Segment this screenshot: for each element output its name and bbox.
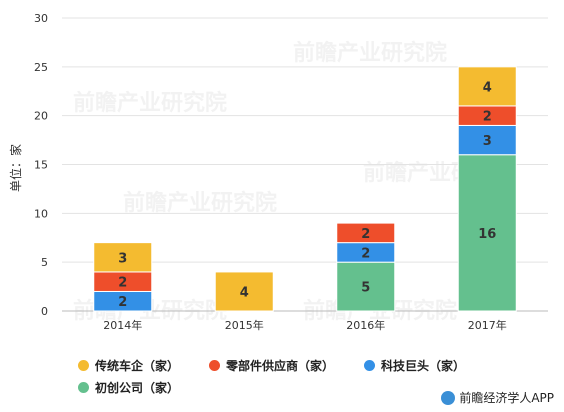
legend-label: 零部件供应商（家） — [226, 358, 335, 373]
x-tick-label: 2015年 — [225, 318, 264, 332]
data-label: 4 — [240, 285, 249, 300]
y-tick-label: 30 — [34, 12, 48, 25]
qianzhan-logo-icon — [441, 390, 456, 405]
data-label: 3 — [483, 134, 492, 149]
data-label: 2 — [483, 110, 492, 125]
x-tick-label: 2016年 — [346, 318, 385, 332]
legend-item-parts-supplier: 零部件供应商（家） — [209, 357, 334, 374]
bar-segment — [336, 222, 396, 244]
source-text: 前瞻经济学人APP — [459, 391, 554, 405]
legend-label: 传统车企（家） — [95, 358, 180, 373]
stacked-bar-chart: 前瞻产业研究院前瞻产业研究院前瞻产业研究院前瞻产业研究院前瞻产业研究院前瞻产业研… — [8, 12, 548, 332]
source-credit: 前瞻经济学人APP — [441, 389, 554, 406]
y-tick-label: 25 — [34, 61, 48, 74]
bars: 2 2 3 4 5 2 2 16 3 2 4 — [93, 66, 517, 312]
data-label: 2 — [361, 246, 370, 261]
legend-label: 初创公司（家） — [95, 380, 180, 395]
y-tick-label: 0 — [41, 305, 48, 318]
legend-dot-icon — [364, 359, 376, 371]
data-label: 3 — [118, 251, 127, 266]
x-tick-label: 2017年 — [468, 318, 507, 332]
legend-label: 科技巨头（家） — [381, 358, 466, 373]
legend-row-2: 初创公司（家） — [78, 376, 498, 398]
y-tick-label: 20 — [34, 110, 48, 123]
bar-segment — [457, 124, 517, 156]
data-label: 5 — [361, 281, 370, 296]
legend-row-1: 传统车企（家） 零部件供应商（家） 科技巨头（家） — [78, 354, 498, 376]
legend-dot-icon — [209, 359, 221, 371]
bar-segment — [214, 271, 274, 312]
y-tick-label: 15 — [34, 159, 48, 172]
y-tick-label: 10 — [34, 207, 48, 220]
y-axis-ticks: 0 5 10 15 20 25 30 — [34, 12, 48, 318]
x-tick-label: 2014年 — [103, 318, 142, 332]
legend: 传统车企（家） 零部件供应商（家） 科技巨头（家） 初创公司（家） — [78, 354, 498, 398]
watermark-text: 前瞻产业研究院 — [73, 90, 227, 116]
bar-segment — [457, 66, 517, 107]
data-label: 16 — [478, 227, 496, 242]
data-label: 2 — [361, 227, 370, 242]
x-axis-ticks: 2014年 2015年 2016年 2017年 — [103, 318, 507, 332]
watermark-text: 前瞻产业研究院 — [293, 40, 447, 66]
legend-item-startup: 初创公司（家） — [78, 379, 179, 396]
data-label: 4 — [483, 80, 492, 95]
legend-item-traditional-automaker: 传统车企（家） — [78, 357, 179, 374]
data-label: 2 — [118, 276, 127, 291]
bar-segment — [93, 242, 153, 273]
legend-item-tech-giant: 科技巨头（家） — [364, 357, 465, 374]
data-label: 2 — [118, 295, 127, 310]
legend-dot-icon — [78, 359, 89, 371]
y-tick-label: 5 — [41, 256, 48, 269]
watermark-text: 前瞻产业研究院 — [123, 190, 277, 216]
legend-dot-icon — [78, 381, 89, 393]
y-axis-label: 单位：家 — [8, 144, 23, 192]
